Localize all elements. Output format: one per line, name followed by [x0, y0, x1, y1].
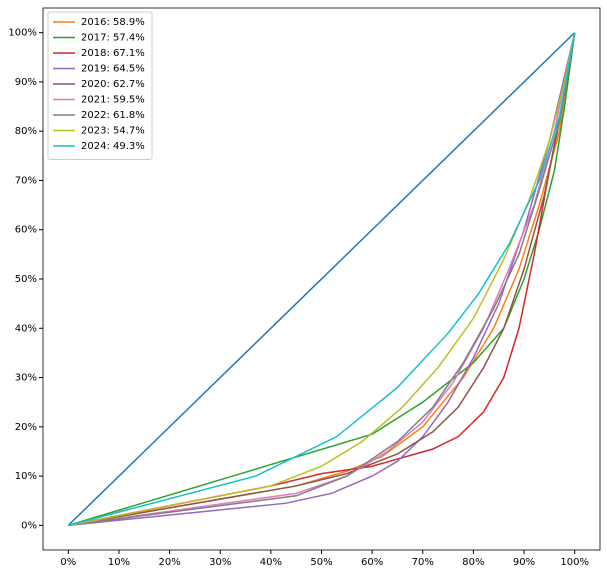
- x-tick-label: 30%: [209, 557, 231, 568]
- legend-label: 2021: 59.5%: [81, 95, 145, 106]
- legend-label: 2022: 61.8%: [81, 110, 145, 121]
- y-tick-label: 20%: [15, 422, 37, 433]
- x-tick-label: 70%: [412, 557, 434, 568]
- legend-label: 2018: 67.1%: [81, 48, 145, 59]
- x-tick-label: 60%: [361, 557, 383, 568]
- x-tick-label: 40%: [260, 557, 282, 568]
- series-line: [68, 32, 576, 527]
- series-line: [68, 32, 576, 527]
- series-line: [68, 32, 576, 527]
- x-tick-label: 80%: [462, 557, 484, 568]
- legend-label: 2016: 58.9%: [81, 17, 145, 28]
- y-tick-label: 90%: [15, 77, 37, 88]
- y-tick-label: 100%: [8, 28, 37, 39]
- legend-label: 2017: 57.4%: [81, 33, 145, 44]
- y-tick-label: 60%: [15, 225, 37, 236]
- plot-frame: [42, 7, 601, 551]
- legend-label: 2023: 54.7%: [81, 126, 145, 137]
- y-tick-label: 80%: [15, 126, 37, 137]
- y-tick-label: 70%: [15, 175, 37, 186]
- series-line: [67, 32, 576, 526]
- x-tick-label: 10%: [108, 557, 130, 568]
- y-tick-label: 40%: [15, 323, 37, 334]
- series-line: [68, 32, 576, 527]
- x-tick-label: 20%: [158, 557, 180, 568]
- y-tick-label: 10%: [15, 471, 37, 482]
- x-tick-label: 100%: [560, 557, 589, 568]
- legend-label: 2020: 62.7%: [81, 79, 145, 90]
- series-line: [68, 32, 576, 527]
- y-tick-label: 50%: [15, 274, 37, 285]
- legend-label: 2024: 49.3%: [81, 141, 145, 152]
- legend: 2016: 58.9% 2017: 57.4% 2018: 67.1% 2019: 6…: [47, 11, 153, 160]
- series-line: [68, 32, 576, 527]
- series-line: [68, 32, 576, 527]
- x-tick-label: 50%: [310, 557, 332, 568]
- x-tick-label: 90%: [513, 557, 535, 568]
- y-tick-label: 0%: [21, 520, 37, 531]
- legend-box: [47, 11, 153, 160]
- y-tick-label: 30%: [15, 373, 37, 384]
- x-tick-label: 0%: [60, 557, 76, 568]
- legend-label: 2019: 64.5%: [81, 64, 145, 75]
- series-line: [68, 32, 576, 527]
